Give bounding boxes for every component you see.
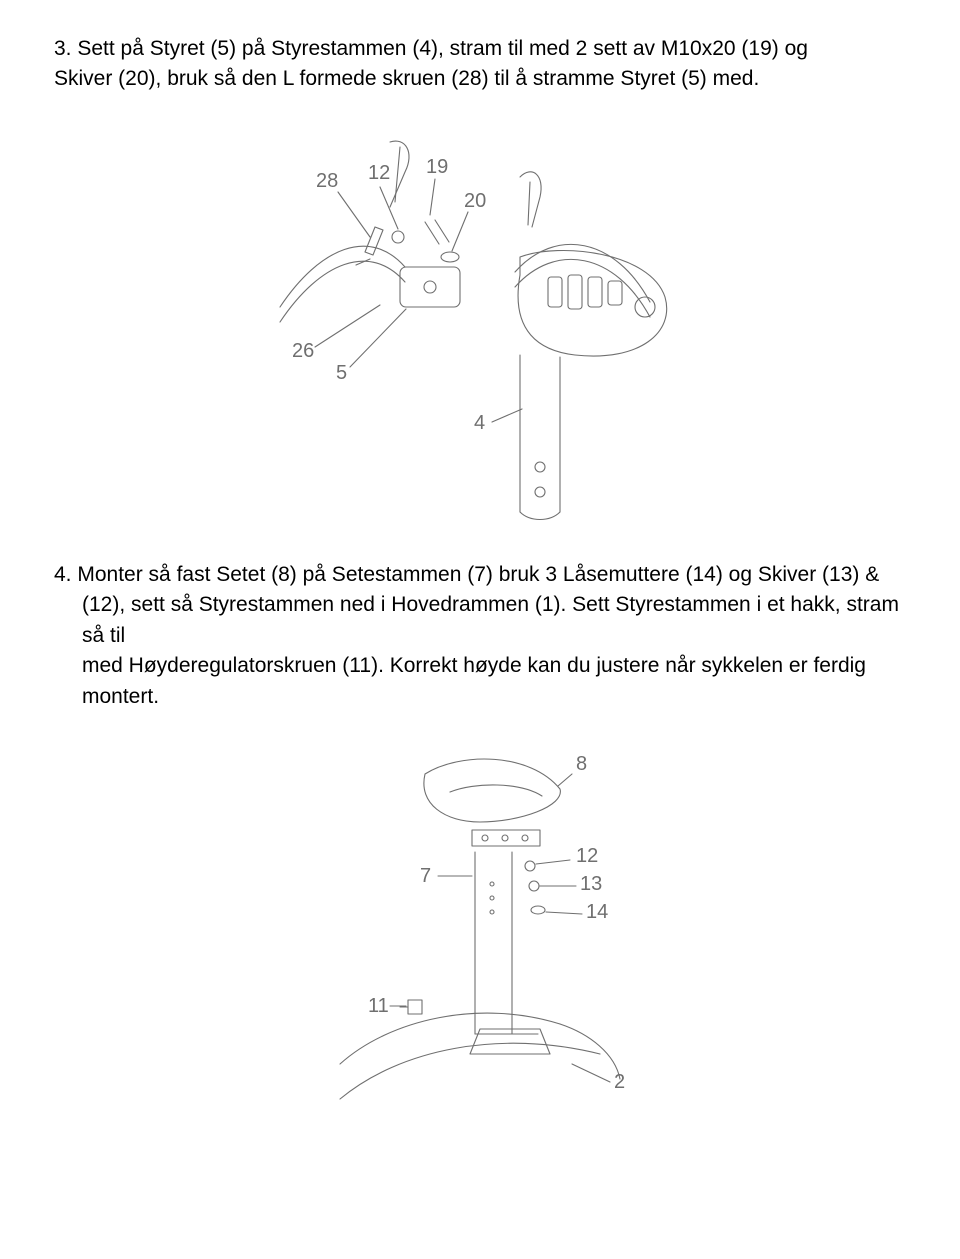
- diag2-label-2: 2: [614, 1071, 625, 1093]
- diag2-label-13: 13: [580, 873, 602, 895]
- diag2-label-12: 12: [576, 845, 598, 867]
- diag2-label-8: 8: [576, 753, 587, 775]
- diag1-label-28: 28: [316, 170, 338, 192]
- step-3-lead: 3.: [54, 37, 72, 60]
- diag1-label-26: 26: [292, 340, 314, 362]
- step-3-body-1: Sett på Styret (5) på Styrestammen (4), …: [77, 37, 808, 60]
- step-3-line-2: Skiver (20), bruk så den L formede skrue…: [54, 64, 906, 94]
- diagram-2-wrap: 8 12 13 14 7 11 2: [54, 734, 906, 1109]
- step-3-text: 3. Sett på Styret (5) på Styrestammen (4…: [54, 34, 906, 95]
- step-4-text: 4. Monter så fast Setet (8) på Setestamm…: [54, 560, 906, 712]
- diag1-label-4: 4: [474, 412, 485, 434]
- diag1-label-19: 19: [426, 156, 448, 178]
- step-4-line-2: (12), sett så Styrestammen ned i Hovedra…: [54, 590, 906, 651]
- diagram-1: 28 12 19 20 26 5 4: [220, 117, 740, 527]
- step-4-body-1: Monter så fast Setet (8) på Setestammen …: [77, 563, 879, 586]
- diag2-label-11: 11: [368, 995, 389, 1017]
- diag1-label-20: 20: [464, 190, 486, 212]
- diag2-label-7: 7: [420, 865, 431, 887]
- diag1-label-5: 5: [336, 362, 347, 384]
- step-4-lead: 4.: [54, 563, 72, 586]
- step-3-line-1: 3. Sett på Styret (5) på Styrestammen (4…: [54, 34, 906, 64]
- diag2-label-14: 14: [586, 901, 608, 923]
- step-4-line-4: montert.: [54, 682, 906, 712]
- step-4-line-1: 4. Monter så fast Setet (8) på Setestamm…: [54, 560, 906, 590]
- step-4-line-3: med Høyderegulatorskruen (11). Korrekt h…: [54, 651, 906, 681]
- diagram-2: 8 12 13 14 7 11 2: [220, 734, 740, 1104]
- diag1-label-12: 12: [368, 162, 390, 184]
- diagram-1-wrap: 28 12 19 20 26 5 4: [54, 117, 906, 532]
